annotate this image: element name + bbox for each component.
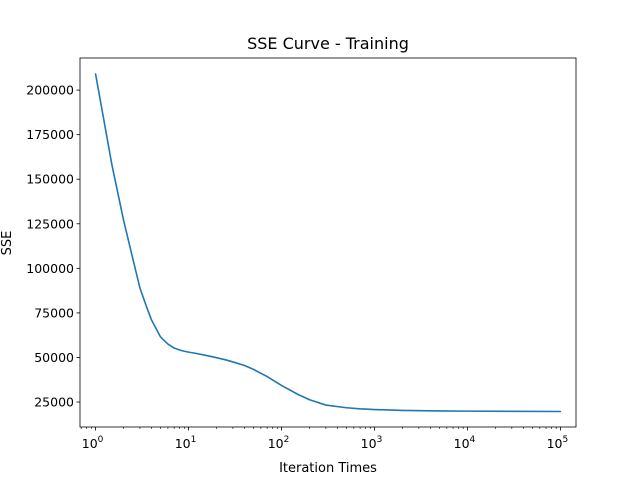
- x-tick-label: 103: [361, 435, 383, 451]
- y-tick-label: 125000: [26, 216, 74, 231]
- x-tick-label: 102: [268, 435, 290, 451]
- plot-area: [79, 57, 577, 428]
- y-axis-label: SSE: [0, 231, 15, 256]
- y-tick-label: 150000: [26, 172, 74, 187]
- y-tick-label: 175000: [26, 127, 74, 142]
- y-tick-label: 25000: [34, 395, 74, 410]
- y-tick-label: 100000: [26, 261, 74, 276]
- series-line: [94, 73, 562, 413]
- x-axis: 100 101 102 103 104 105: [80, 427, 569, 451]
- y-tick-label: 75000: [34, 305, 74, 320]
- y-tick-label: 200000: [26, 83, 74, 98]
- chart-title: SSE Curve - Training: [247, 34, 409, 53]
- x-axis-label: Iteration Times: [279, 461, 377, 476]
- x-tick-label: 105: [547, 435, 569, 451]
- x-tick-label: 104: [454, 435, 476, 451]
- series-layer: [94, 73, 562, 413]
- y-axis: 25000 50000 75000 100000 125000 150000 175000 2…: [26, 83, 80, 410]
- x-tick-label: 101: [175, 435, 197, 451]
- x-tick-label: 100: [82, 435, 104, 451]
- y-tick-label: 50000: [34, 350, 74, 365]
